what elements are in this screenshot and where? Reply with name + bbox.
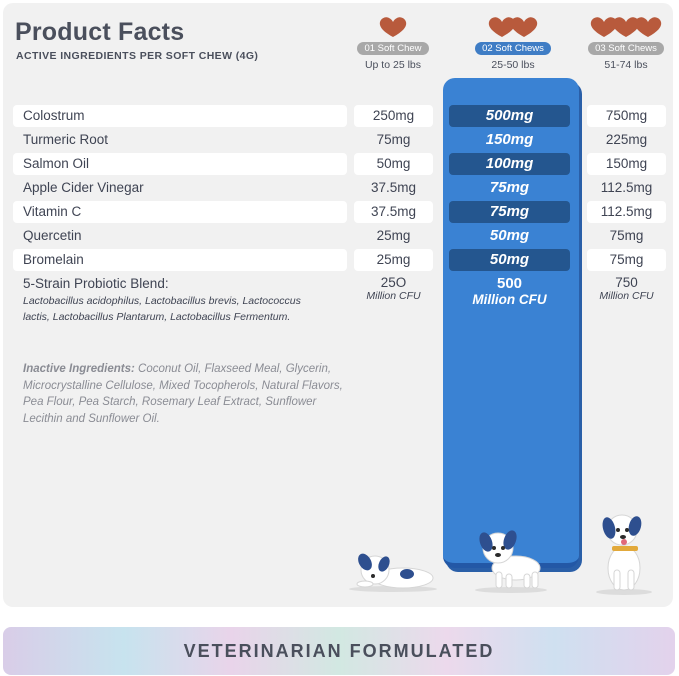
- ingredient-row-apple-cider-vinegar: Apple Cider Vinegar 37.5mg 75mg 112.5mg: [0, 177, 679, 199]
- amount-3: 750mg: [605, 108, 648, 123]
- ingredient-name: Colostrum: [23, 108, 85, 123]
- amount-1: 50mg: [376, 156, 411, 171]
- ingredient-name: Quercetin: [23, 228, 82, 243]
- column-weight: 25-50 lbs: [491, 59, 535, 71]
- puppy-lying-illustration: [349, 553, 437, 592]
- soft-chew-heart-icon: [510, 17, 538, 37]
- cfu-unit: Million CFU: [599, 290, 654, 302]
- ingredient-name: Apple Cider Vinegar: [23, 180, 144, 195]
- soft-chew-heart-icon: [634, 17, 662, 37]
- column-header-2: 02 Soft Chews 25-50 lbs: [468, 12, 558, 71]
- row-label-box: [13, 153, 347, 175]
- chew-icons: [580, 12, 672, 38]
- soft-chew-heart-icon: [379, 17, 407, 37]
- row-cell-box: [587, 249, 666, 271]
- amount-2: 75mg: [489, 179, 530, 196]
- chew-icons: [468, 12, 558, 38]
- inactive-text: Coconut Oil, Flaxseed Meal, Glycerin, Mi…: [23, 363, 343, 425]
- amount-2: 50mg: [489, 227, 530, 244]
- ingredient-row-turmeric: Turmeric Root 75mg 150mg 225mg: [0, 129, 679, 151]
- amount-2: 75mg: [489, 203, 530, 220]
- row-cell-box-highlight: [449, 201, 570, 223]
- ingredient-name: 5-Strain Probiotic Blend:: [23, 276, 169, 291]
- amount-1: 25mg: [376, 252, 411, 267]
- veterinarian-formulated-banner: VETERINARIAN FORMULATED: [3, 627, 675, 675]
- page-title: Product Facts: [15, 18, 185, 46]
- row-cell-box-highlight: [449, 105, 570, 127]
- row-label-box: [13, 249, 347, 271]
- amount-3: 75mg: [609, 228, 644, 243]
- column-weight: 51-74 lbs: [604, 59, 648, 71]
- column-pill: 02 Soft Chews: [475, 42, 551, 55]
- amount-2: 50mg: [489, 251, 530, 268]
- soft-chew-heart-icon: [488, 17, 516, 37]
- amount-3: 112.5mg: [600, 180, 653, 195]
- row-cell-box-highlight: [449, 249, 570, 271]
- ingredient-row-probiotic: 5-Strain Probiotic Blend:: [0, 273, 679, 295]
- inactive-label: Inactive Ingredients:: [23, 363, 135, 375]
- highlight-column: [443, 78, 579, 568]
- ingredient-row-quercetin: Quercetin 25mg 50mg 75mg: [0, 225, 679, 247]
- cfu-value: 500: [496, 275, 523, 292]
- row-cell-box: [354, 249, 433, 271]
- probiotic-amount-1: 25O Million CFU: [354, 275, 433, 302]
- ingredient-name: Bromelain: [23, 252, 84, 267]
- amount-3: 150mg: [605, 156, 648, 171]
- row-label-box: [13, 201, 347, 223]
- row-cell-box: [354, 153, 433, 175]
- ingredient-row-vitamin-c: Vitamin C 37.5mg 75mg 112.5mg: [0, 201, 679, 223]
- amount-1: 25mg: [376, 228, 411, 243]
- probiotic-amount-2: 500 Million CFU: [449, 275, 570, 307]
- ingredient-row-bromelain: Bromelain 25mg 50mg 75mg: [0, 249, 679, 271]
- probiotic-strains: Lactobacillus acidophilus, Lactobacillus…: [23, 295, 301, 323]
- ingredient-row-salmon-oil: Salmon Oil 50mg 100mg 150mg: [0, 153, 679, 175]
- inactive-ingredients: Inactive Ingredients: Coconut Oil, Flaxs…: [23, 361, 353, 427]
- row-cell-box-highlight: [449, 153, 570, 175]
- amount-1: 37.5mg: [370, 204, 417, 219]
- ingredient-name: Salmon Oil: [23, 156, 90, 171]
- probiotic-amount-3: 750 Million CFU: [587, 275, 666, 302]
- amount-3: 225mg: [605, 132, 648, 147]
- amount-3: 112.5mg: [600, 204, 653, 219]
- row-cell-box: [354, 105, 433, 127]
- chew-icons: [352, 12, 434, 38]
- row-label-box: [13, 105, 347, 127]
- row-cell-box: [587, 153, 666, 175]
- banner-text: VETERINARIAN FORMULATED: [183, 641, 495, 661]
- row-cell-box: [587, 201, 666, 223]
- page-subtitle: ACTIVE INGREDIENTS PER SOFT CHEW (4G): [16, 50, 259, 62]
- column-pill: 01 Soft Chew: [357, 42, 429, 55]
- column-header-1: 01 Soft Chew Up to 25 lbs: [352, 12, 434, 71]
- amount-2: 100mg: [485, 155, 534, 172]
- puppy-sitting-illustration: [596, 514, 652, 595]
- cfu-unit: Million CFU: [472, 292, 547, 307]
- soft-chew-heart-icon: [612, 17, 640, 37]
- amount-1: 250mg: [372, 108, 415, 123]
- cfu-value: 25O: [380, 275, 407, 290]
- amount-3: 75mg: [609, 252, 644, 267]
- ingredient-name: Vitamin C: [23, 204, 82, 219]
- ingredient-row-colostrum: Colostrum 250mg 500mg 750mg: [0, 105, 679, 127]
- row-cell-box: [587, 105, 666, 127]
- cfu-unit: Million CFU: [366, 290, 421, 302]
- amount-2: 500mg: [485, 107, 534, 124]
- cfu-value: 750: [615, 275, 638, 290]
- column-pill: 03 Soft Chews: [588, 42, 664, 55]
- row-cell-box: [354, 201, 433, 223]
- amount-1: 75mg: [376, 132, 411, 147]
- column-weight: Up to 25 lbs: [364, 59, 422, 71]
- amount-1: 37.5mg: [370, 180, 417, 195]
- ingredient-name: Turmeric Root: [23, 132, 109, 147]
- puppy-standing-illustration: [475, 530, 547, 593]
- amount-2: 150mg: [485, 131, 534, 148]
- column-header-3: 03 Soft Chews 51-74 lbs: [580, 12, 672, 71]
- soft-chew-heart-icon: [590, 17, 618, 37]
